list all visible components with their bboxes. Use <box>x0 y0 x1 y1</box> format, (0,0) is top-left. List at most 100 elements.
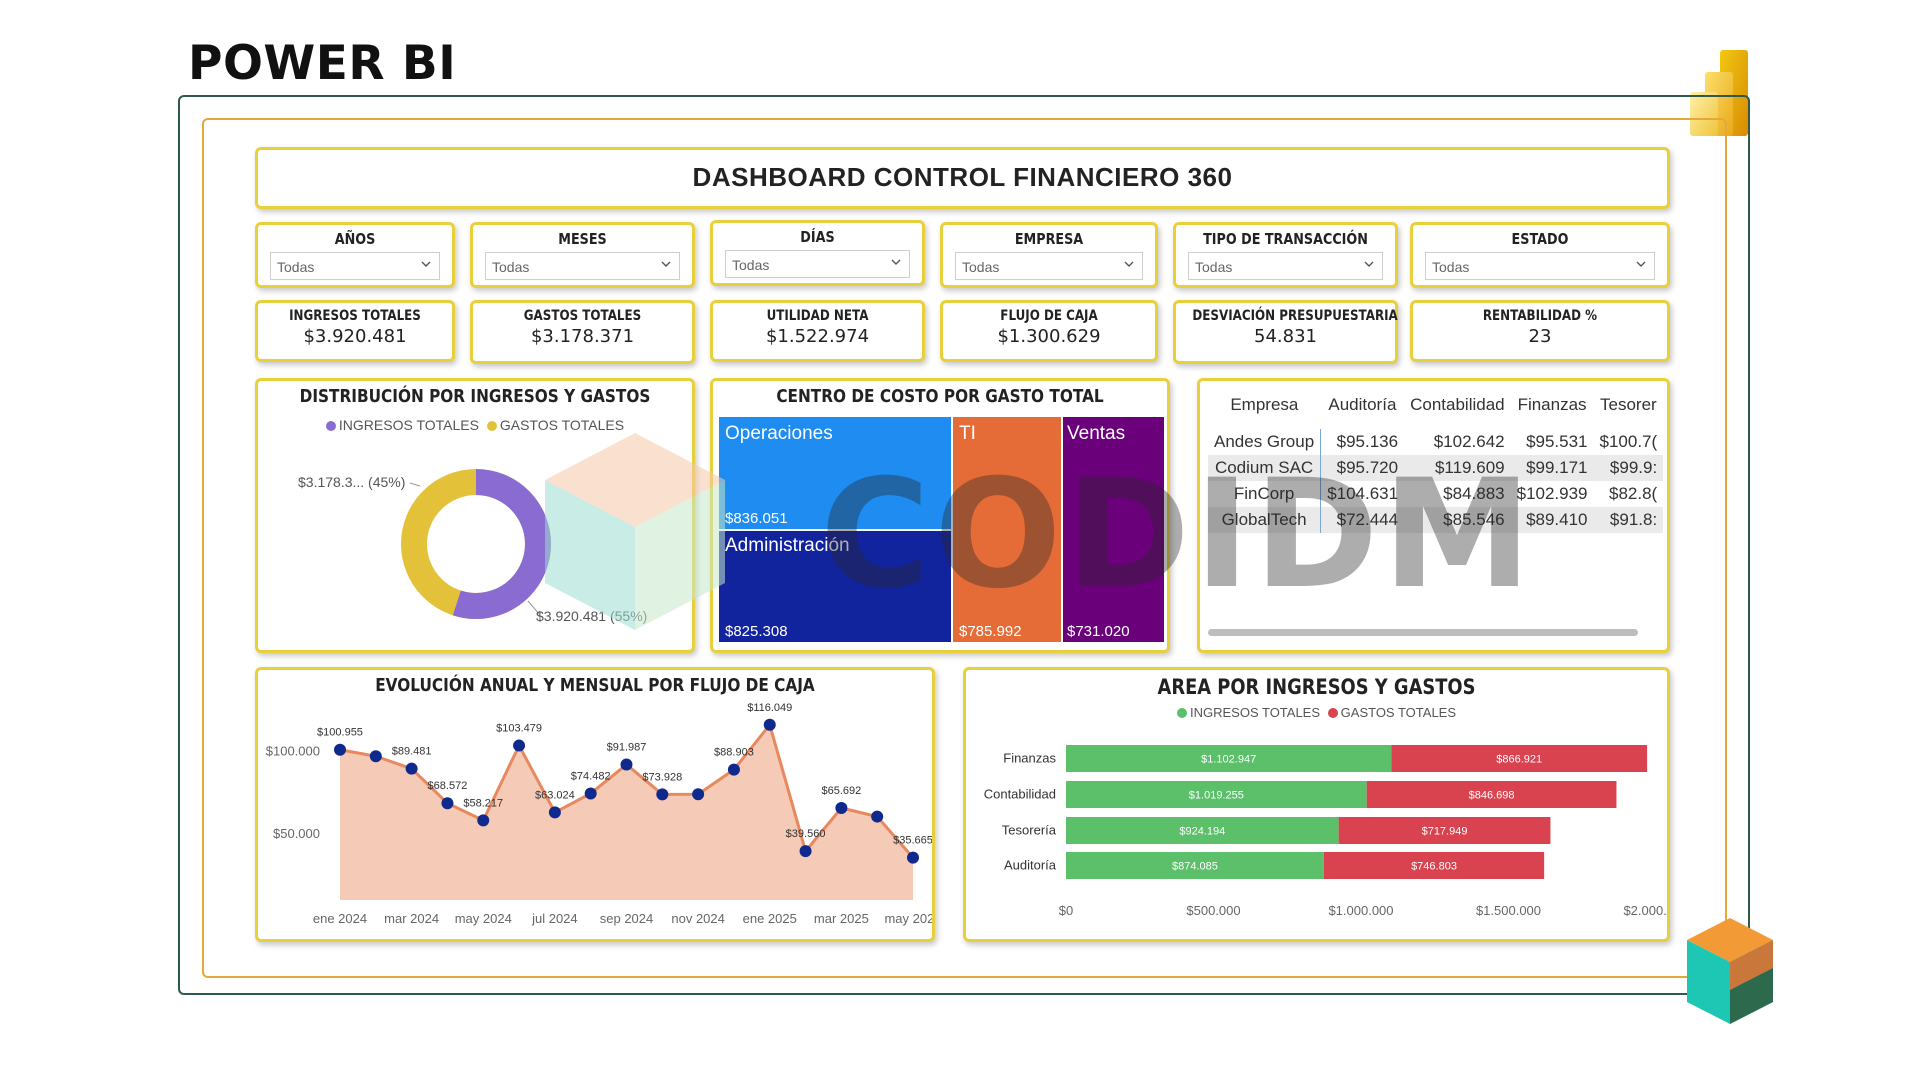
x-tick-label: mar 2025 <box>814 911 869 926</box>
data-point <box>692 788 705 801</box>
matrix-header[interactable]: Tesorer <box>1600 395 1657 414</box>
x-tick-label: $2.000.000 <box>1623 903 1667 918</box>
slicer-anos[interactable]: AÑOS Todas <box>255 222 455 288</box>
chevron-down-icon <box>421 261 431 267</box>
outer-frame <box>178 95 1750 995</box>
kpi-label: INGRESOS TOTALES <box>289 308 421 324</box>
data-point <box>871 810 884 823</box>
slicer-meses[interactable]: MESES Todas <box>470 222 695 288</box>
data-point <box>799 845 812 858</box>
data-label: $73.928 <box>642 771 682 783</box>
matrix-cell: $95.720 <box>1320 455 1405 481</box>
matrix-table: Empresa Auditoría Contabilidad Finanzas … <box>1208 389 1664 533</box>
slicer-label: DÍAS <box>800 228 835 246</box>
treemap-tile-operaciones[interactable]: Operaciones $836.051 <box>719 417 951 529</box>
matrix-cell: $82.8( <box>1608 484 1658 503</box>
data-label: $116.049 <box>747 702 792 714</box>
x-tick-label: $500.000 <box>1186 903 1240 918</box>
donut-label-ingresos: $3.920.481 (55%) <box>536 608 647 624</box>
kpi-value: $3.178.371 <box>530 326 635 347</box>
donut-chart: $3.178.3... (45%) $3.920.481 (55%) <box>298 469 647 624</box>
area-fill <box>340 724 913 900</box>
category-label: Tesorería <box>1002 823 1057 838</box>
treemap-tile-label: TI <box>959 423 976 444</box>
data-point <box>513 739 526 752</box>
x-tick-label: sep 2024 <box>600 911 654 926</box>
kpi-label: GASTOS TOTALES <box>523 308 642 324</box>
data-point <box>334 743 346 756</box>
treemap-tile-label: Operaciones <box>725 423 833 444</box>
x-tick-label: nov 2024 <box>671 911 725 926</box>
donut-leader-ingresos <box>527 600 541 616</box>
line-chart-title: EVOLUCIÓN ANUAL Y MENSUAL POR FLUJO DE C… <box>375 675 815 696</box>
matrix-header[interactable]: Auditoría <box>1328 395 1397 414</box>
data-point <box>477 814 490 827</box>
matrix-horizontal-scrollbar[interactable] <box>1208 629 1638 636</box>
matrix-header[interactable]: Empresa <box>1230 395 1299 414</box>
data-label: $88.903 <box>714 747 754 759</box>
treemap-tile-value: $836.051 <box>725 510 788 527</box>
donut-title: DISTRIBUCIÓN POR INGRESOS Y GASTOS <box>299 386 651 407</box>
matrix-header[interactable]: Finanzas <box>1517 395 1587 414</box>
data-point <box>584 787 597 800</box>
legend-label-ingresos: INGRESOS TOTALES <box>338 417 479 433</box>
treemap-tile-ventas[interactable]: Ventas $731.020 <box>1063 417 1164 642</box>
legend-dot-ingresos <box>325 421 336 431</box>
data-point <box>620 758 633 771</box>
treemap-tile-administracion[interactable]: Administración $825.308 <box>719 531 951 642</box>
slicer-dropdown[interactable]: Todas <box>270 252 440 280</box>
slicer-dropdown[interactable]: Todas <box>725 250 910 278</box>
matrix-cell: $72.444 <box>1320 507 1405 533</box>
matrix-cell: $95.136 <box>1336 432 1399 451</box>
matrix-header[interactable]: Contabilidad <box>1410 395 1505 414</box>
slicer-dias[interactable]: DÍAS Todas <box>710 220 925 286</box>
category-label: Auditoría <box>1004 858 1057 873</box>
slicer-dropdown[interactable]: Todas <box>955 252 1143 280</box>
x-tick-label: jul 2024 <box>531 911 578 926</box>
data-label: $1.019.255 <box>1189 790 1244 802</box>
treemap-tile-ti[interactable]: TI $785.992 <box>953 417 1061 642</box>
treemap-card: CENTRO DE COSTO POR GASTO TOTAL Operacio… <box>710 378 1170 653</box>
matrix-cell: $104.631 <box>1327 484 1399 503</box>
kpi-label: RENTABILIDAD % <box>1482 308 1598 324</box>
chevron-down-icon <box>1364 261 1374 267</box>
data-label: $58.217 <box>463 797 503 809</box>
data-label: $100.955 <box>317 727 363 739</box>
data-label: $68.572 <box>428 780 468 792</box>
slicer-dropdown[interactable]: Todas <box>485 252 680 280</box>
kpi-card-gastos: GASTOS TOTALES $3.178.371 <box>470 300 695 364</box>
kpi-label: UTILIDAD NETA <box>766 308 869 324</box>
slicer-estado[interactable]: ESTADO Todas <box>1410 222 1670 288</box>
donut-chart-card: DISTRIBUCIÓN POR INGRESOS Y GASTOS INGRE… <box>255 378 695 653</box>
data-label: $717.949 <box>1422 826 1468 838</box>
matrix-cell: $95.531 <box>1526 432 1588 451</box>
kpi-card-rentabilidad: RENTABILIDAD % 23 <box>1410 300 1670 362</box>
slicer-empresa[interactable]: EMPRESA Todas <box>940 222 1158 288</box>
donut-slice-ingresos <box>401 469 551 619</box>
matrix-cell: $102.642 <box>1433 432 1505 451</box>
bar-segment <box>1066 852 1324 879</box>
matrix-cell: $100.7( <box>1599 432 1658 451</box>
inner-frame <box>202 118 1727 978</box>
table-row: Codium SAC $95.720 $119.609 $99.171 $99.… <box>1208 455 1664 481</box>
line-chart-card: EVOLUCIÓN ANUAL Y MENSUAL POR FLUJO DE C… <box>255 667 935 942</box>
slicer-dropdown[interactable]: Todas <box>1425 252 1655 280</box>
table-row: Andes Group $95.136 $102.642 $95.531 $10… <box>1208 429 1663 455</box>
data-point <box>369 750 382 763</box>
slicer-tipo-transaccion[interactable]: TIPO DE TRANSACCIÓN Todas <box>1173 222 1398 288</box>
slicer-value: Todas <box>277 259 315 275</box>
kpi-card-desviacion: DESVIACIÓN PRESUPUESTARIA 54.831 <box>1173 300 1398 364</box>
slicer-label: ESTADO <box>1511 230 1569 248</box>
data-point <box>405 762 418 775</box>
line-chart: $50.000 $100.000 $100.955 $89.481 $68.572 $58… <box>266 702 932 926</box>
bar-chart: Finanzas $1.102.947 $866.921 Contabilidad $1… <box>984 745 1667 918</box>
x-tick-label: ene 2024 <box>313 911 367 926</box>
table-row: FinCorp $104.631 $84.883 $102.939 $82.8( <box>1208 481 1663 507</box>
page-title: POWER BI <box>188 36 457 91</box>
slicer-dropdown[interactable]: Todas <box>1188 252 1383 280</box>
bar-segment <box>1066 781 1367 808</box>
data-point <box>656 788 669 801</box>
legend-label-gastos: GASTOS TOTALES <box>1340 705 1457 720</box>
kpi-value: $3.920.481 <box>303 326 407 347</box>
matrix-cell: $99.9: <box>1593 455 1664 481</box>
